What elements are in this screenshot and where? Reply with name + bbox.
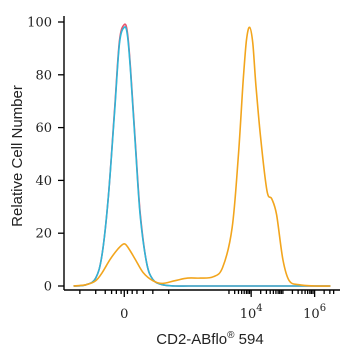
y-axis-title: Relative Cell Number xyxy=(9,85,26,227)
histogram-curves xyxy=(73,23,331,287)
chart-axes xyxy=(63,16,340,291)
x-tick-exponent: 4 xyxy=(256,303,262,314)
y-tick-label: 20 xyxy=(35,227,52,242)
y-tick-label: 80 xyxy=(35,68,52,83)
x-axis-title: CD2-ABflo® 594 xyxy=(156,330,263,348)
x-axis-title-main: CD2-ABflo xyxy=(156,331,227,348)
x-tick-label: 106 xyxy=(303,303,326,322)
x-tick-label: 0 xyxy=(120,307,128,322)
x-tick-base: 10 xyxy=(240,307,257,322)
histogram-curve-series-2 xyxy=(73,26,331,287)
x-axis-title-suffix: 594 xyxy=(235,331,264,348)
y-tick-label: 0 xyxy=(44,280,52,295)
x-tick-label: 104 xyxy=(240,303,263,322)
histogram-curve-series-3 xyxy=(73,26,331,287)
y-axis-ticks: 0 20 40 60 80 100 xyxy=(27,16,64,295)
y-tick-label: 40 xyxy=(35,174,52,189)
y-tick-label: 100 xyxy=(27,16,52,31)
x-tick-base: 10 xyxy=(303,307,320,322)
x-axis-ticks: 0 104 106 xyxy=(79,290,335,322)
x-axis-title-superscript: ® xyxy=(227,330,235,341)
x-tick-exponent: 6 xyxy=(320,303,326,314)
y-tick-label: 60 xyxy=(35,121,52,136)
